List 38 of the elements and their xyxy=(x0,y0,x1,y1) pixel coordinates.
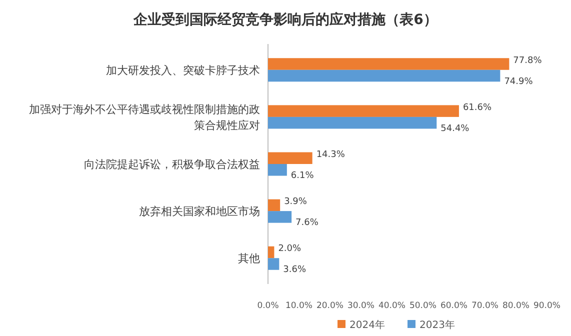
x-tick-label: 50.0% xyxy=(409,301,437,311)
data-label: 54.4% xyxy=(440,124,470,134)
y-tick-label: 加大研发投入、突破卡脖子技术 xyxy=(106,64,260,77)
bar xyxy=(268,258,280,270)
x-tick-label: 60.0% xyxy=(440,301,468,311)
bar xyxy=(268,152,312,164)
bar xyxy=(268,105,459,117)
bar xyxy=(268,246,274,258)
x-tick-label: 20.0% xyxy=(316,301,344,311)
x-tick-label: 10.0% xyxy=(285,301,313,311)
bar xyxy=(268,70,500,82)
x-tick-label: 70.0% xyxy=(471,301,499,311)
chart-title: 企业受到国际经贸竞争影响后的应对措施（表6） xyxy=(132,11,438,28)
y-tick-label: 其他 xyxy=(238,252,260,266)
bar xyxy=(268,199,280,212)
bar xyxy=(268,58,510,70)
y-tick-label: 向法院提起诉讼，积极争取合法权益 xyxy=(84,158,260,171)
x-tick-label: 0.0% xyxy=(257,301,279,311)
x-tick-label: 80.0% xyxy=(502,301,530,311)
legend-label: 2023年 xyxy=(420,319,455,331)
bar xyxy=(268,211,292,223)
data-label: 3.6% xyxy=(283,265,306,275)
bar xyxy=(268,116,437,129)
data-label: 14.3% xyxy=(316,150,346,160)
y-tick-label: 放弃相关国家和地区市场 xyxy=(139,205,260,218)
bar xyxy=(268,164,287,176)
legend-label: 2024年 xyxy=(350,319,385,331)
data-label: 61.6% xyxy=(462,103,492,114)
data-label: 2.0% xyxy=(278,244,302,254)
data-label: 7.6% xyxy=(296,218,319,228)
x-tick-label: 30.0% xyxy=(347,301,375,311)
x-tick-label: 40.0% xyxy=(378,301,406,311)
y-tick-label: 加强对于海外不公平待遇或歧视性限制措施的政策合规性应对 xyxy=(29,102,260,132)
data-label: 6.1% xyxy=(290,170,314,181)
data-label: 77.8% xyxy=(513,56,542,66)
data-label: 3.9% xyxy=(284,197,308,208)
x-tick-label: 90.0% xyxy=(533,301,561,311)
data-label: 74.9% xyxy=(504,76,534,87)
